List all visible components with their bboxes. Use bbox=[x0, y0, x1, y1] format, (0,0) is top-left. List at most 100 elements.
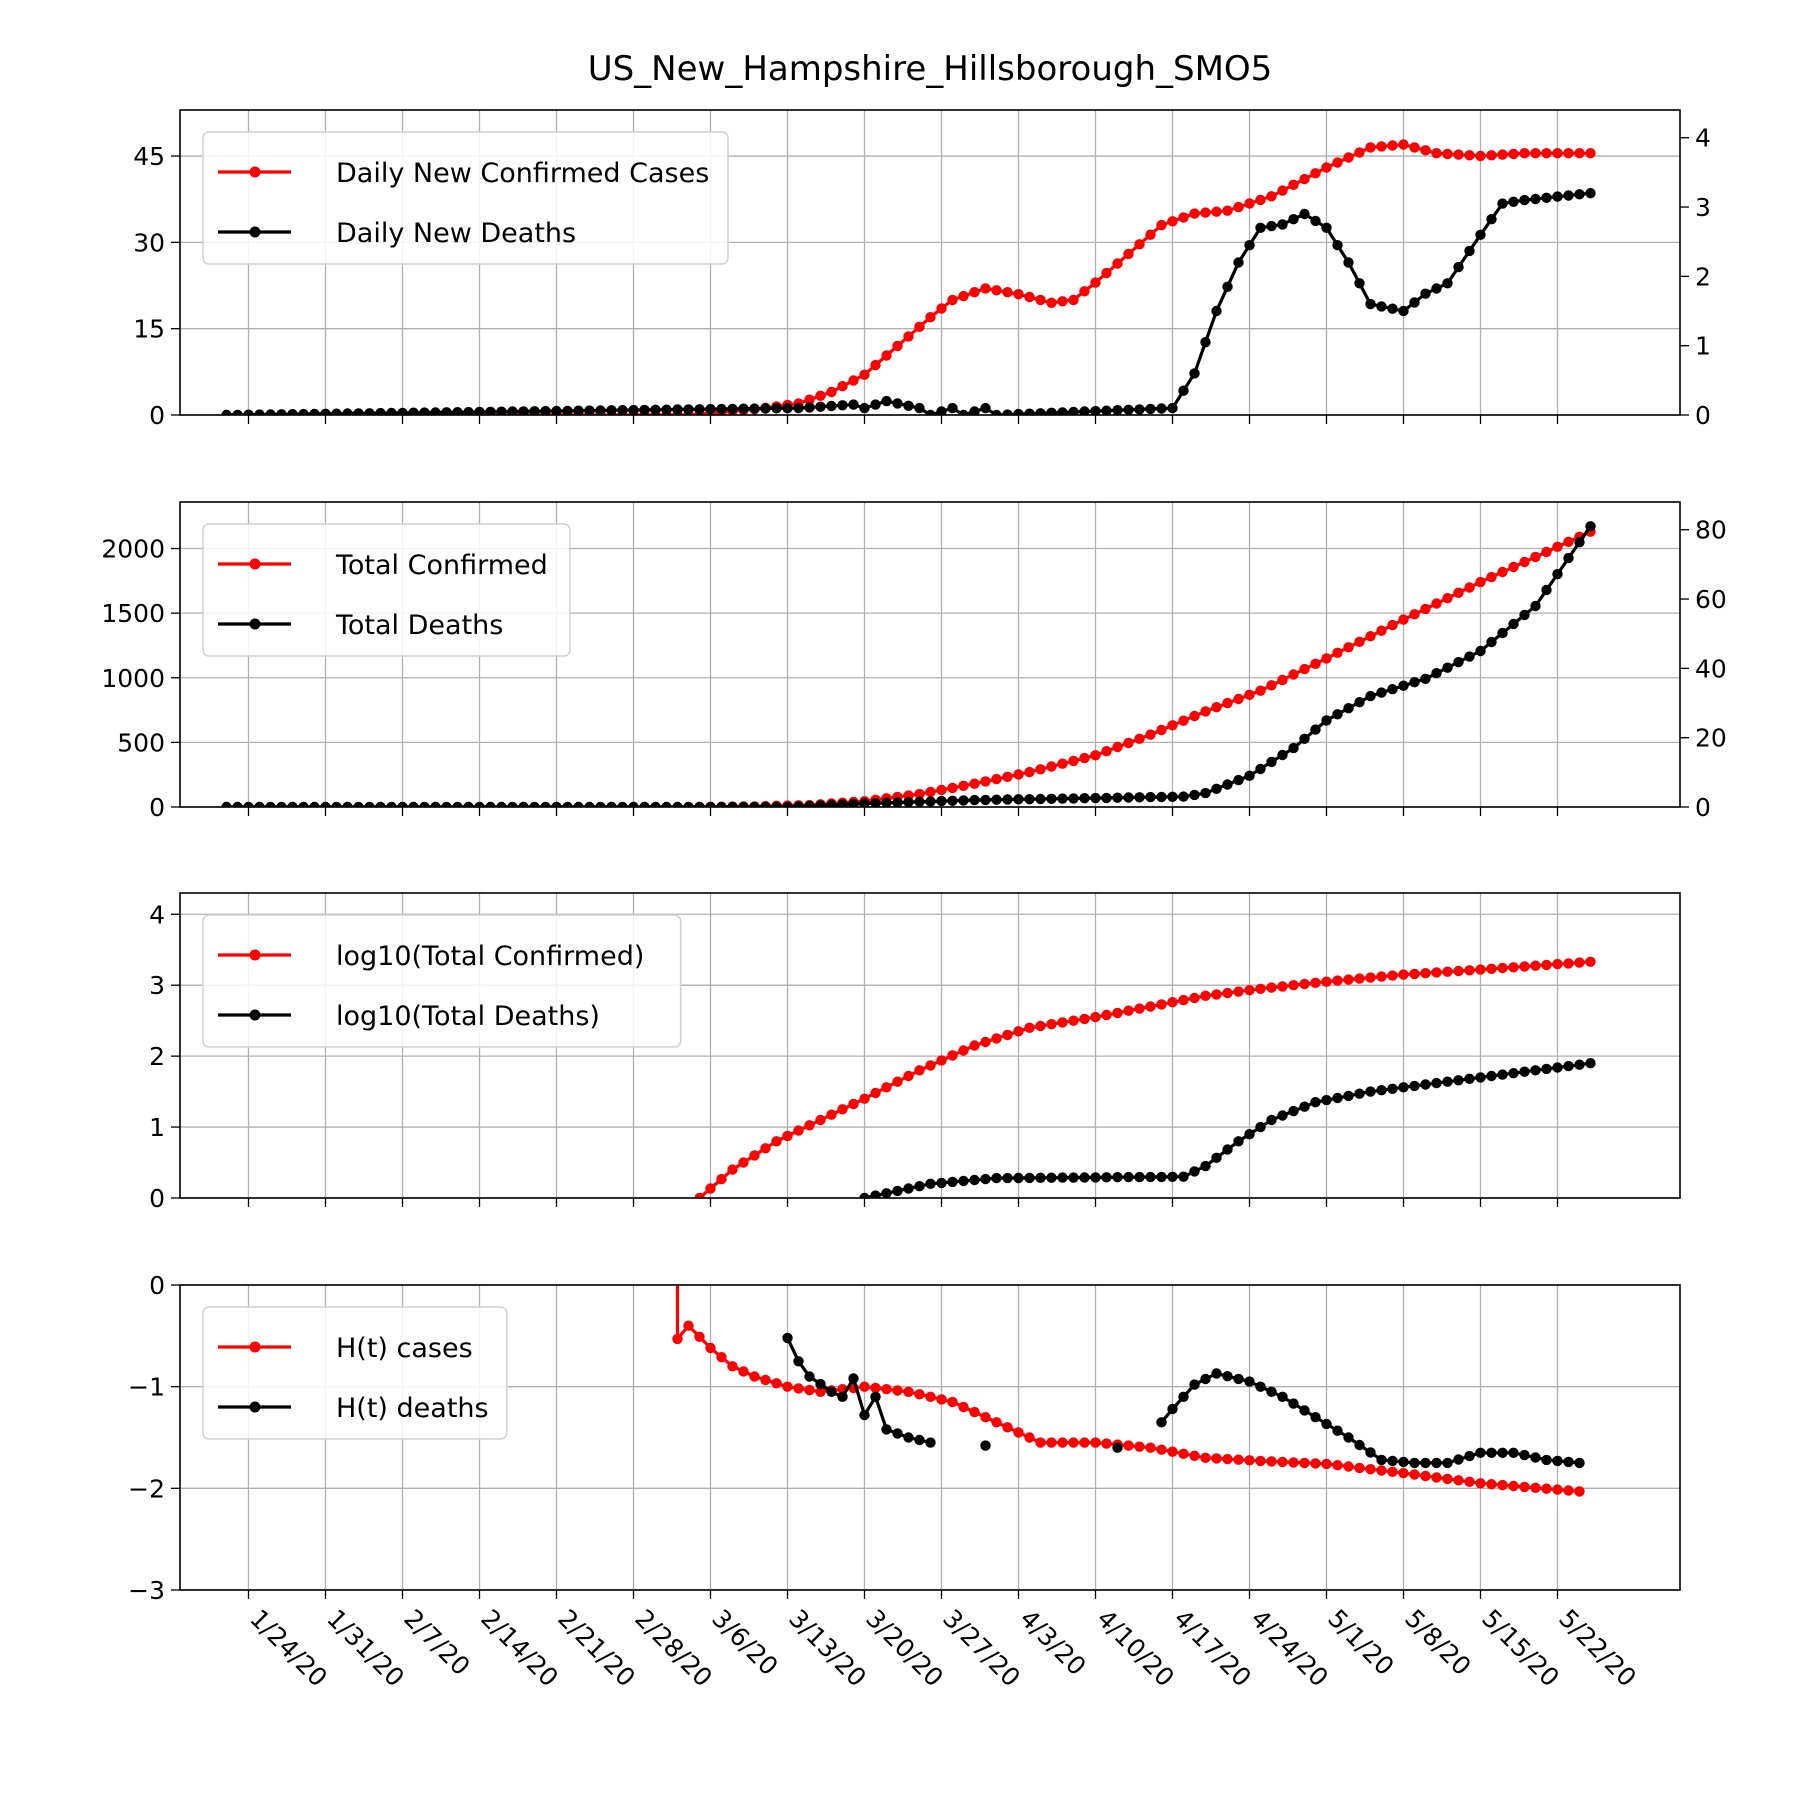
data-point bbox=[1519, 961, 1530, 972]
data-point bbox=[1310, 977, 1321, 988]
data-point bbox=[1299, 173, 1310, 185]
data-point bbox=[914, 1389, 925, 1400]
data-point bbox=[947, 402, 958, 414]
data-point bbox=[1178, 715, 1189, 726]
data-point bbox=[1024, 291, 1035, 303]
data-point bbox=[1442, 662, 1453, 673]
data-point bbox=[870, 1087, 881, 1099]
data-point bbox=[1266, 220, 1277, 232]
data-point bbox=[1002, 1172, 1013, 1184]
legend-swatch-marker bbox=[249, 166, 261, 178]
data-point bbox=[364, 408, 375, 415]
axes-frame bbox=[179, 892, 1681, 1199]
data-point bbox=[694, 404, 705, 415]
data-point bbox=[1574, 1457, 1585, 1469]
data-point bbox=[1046, 761, 1057, 772]
data-point bbox=[1431, 1457, 1442, 1469]
data-point bbox=[804, 1371, 815, 1382]
data-point bbox=[1365, 690, 1376, 702]
data-point bbox=[408, 407, 419, 415]
data-point bbox=[1244, 985, 1255, 996]
data-point bbox=[1200, 207, 1211, 218]
data-point bbox=[914, 1181, 925, 1192]
data-point bbox=[1002, 794, 1013, 805]
data-point bbox=[826, 400, 837, 412]
data-point bbox=[947, 782, 958, 794]
data-point bbox=[1508, 618, 1519, 630]
data-point bbox=[815, 401, 826, 412]
data-point bbox=[243, 801, 254, 807]
data-point bbox=[1046, 297, 1057, 308]
data-point bbox=[1233, 1454, 1244, 1465]
data-point bbox=[1420, 1470, 1431, 1482]
data-point bbox=[1013, 408, 1024, 415]
data-point bbox=[1024, 1172, 1035, 1184]
data-point bbox=[760, 801, 771, 807]
data-point bbox=[1189, 710, 1200, 722]
data-point bbox=[1453, 1475, 1464, 1486]
data-point bbox=[1409, 1469, 1420, 1480]
data-point bbox=[1068, 1015, 1079, 1026]
y-tick-label-left: 1500 bbox=[101, 599, 165, 628]
data-point bbox=[727, 403, 738, 415]
y-tick-label-left: 3 bbox=[149, 971, 165, 1000]
data-point bbox=[991, 773, 1002, 785]
data-point bbox=[1079, 793, 1090, 804]
data-point bbox=[1354, 1462, 1365, 1474]
data-point bbox=[298, 801, 309, 807]
data-point bbox=[1541, 148, 1552, 159]
data-point bbox=[892, 1428, 903, 1439]
y-tick-label-left: 15 bbox=[133, 315, 165, 344]
data-point bbox=[1167, 791, 1178, 802]
legend-box bbox=[202, 914, 682, 1048]
data-point bbox=[793, 1125, 804, 1136]
data-point bbox=[1376, 971, 1387, 982]
data-point bbox=[1277, 749, 1288, 761]
data-point bbox=[782, 1381, 793, 1392]
data-point bbox=[1508, 962, 1519, 973]
series-deaths bbox=[221, 188, 1596, 415]
data-point bbox=[1244, 1129, 1255, 1140]
data-point bbox=[892, 1076, 903, 1087]
data-point bbox=[804, 1384, 815, 1396]
data-point bbox=[1013, 1172, 1024, 1184]
data-point bbox=[1288, 179, 1299, 190]
data-point bbox=[1475, 964, 1486, 975]
data-point bbox=[1387, 1466, 1398, 1478]
data-point bbox=[1398, 305, 1409, 317]
data-point bbox=[1299, 1101, 1310, 1112]
data-point bbox=[1376, 301, 1387, 312]
data-point bbox=[1343, 974, 1354, 985]
data-point bbox=[870, 1382, 881, 1394]
data-point bbox=[859, 369, 870, 380]
data-point bbox=[1453, 965, 1464, 977]
data-point bbox=[1244, 198, 1255, 209]
data-point bbox=[749, 1150, 760, 1161]
data-point bbox=[1244, 1376, 1255, 1387]
data-point bbox=[1013, 1427, 1024, 1438]
data-point bbox=[925, 1391, 936, 1403]
legend-label: Daily New Confirmed Cases bbox=[336, 158, 709, 189]
data-point bbox=[1002, 409, 1013, 415]
data-point bbox=[738, 403, 749, 414]
data-point bbox=[1255, 685, 1266, 696]
data-point bbox=[1145, 729, 1156, 740]
data-point bbox=[815, 1378, 826, 1390]
data-point bbox=[1365, 631, 1376, 642]
data-point bbox=[1475, 645, 1486, 657]
data-point bbox=[793, 1356, 804, 1367]
data-point bbox=[782, 801, 793, 807]
y-tick-label-right: 3 bbox=[1695, 193, 1711, 222]
data-point bbox=[353, 801, 364, 807]
data-point bbox=[980, 1173, 991, 1185]
data-point bbox=[826, 1109, 837, 1120]
data-point bbox=[1453, 656, 1464, 668]
data-point bbox=[573, 801, 584, 807]
data-point bbox=[1365, 142, 1376, 153]
data-point bbox=[309, 801, 320, 807]
data-point bbox=[1552, 568, 1563, 580]
data-point bbox=[848, 399, 859, 410]
data-point bbox=[650, 404, 661, 415]
data-point bbox=[1530, 960, 1541, 971]
data-point bbox=[1266, 191, 1277, 202]
